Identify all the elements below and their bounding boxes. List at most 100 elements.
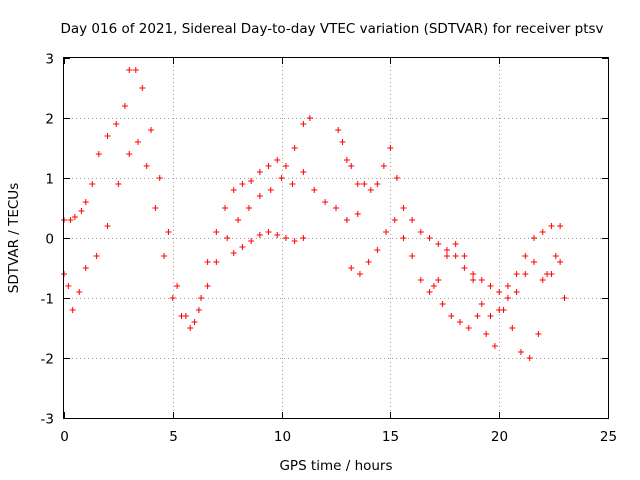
data-point <box>452 241 459 247</box>
data-point <box>343 217 350 223</box>
data-point <box>522 271 529 277</box>
data-point <box>230 187 237 193</box>
data-point <box>148 127 155 133</box>
data-point <box>213 259 220 265</box>
data-point <box>383 229 390 235</box>
y-tick-label: -1 <box>41 292 54 308</box>
data-point <box>496 289 503 295</box>
data-point <box>239 181 246 187</box>
data-point <box>222 205 229 211</box>
data-point <box>348 163 355 169</box>
data-point <box>161 253 168 259</box>
data-point <box>235 217 242 223</box>
data-point <box>354 211 361 217</box>
data-point <box>474 313 481 319</box>
x-tick-label: 10 <box>274 429 291 445</box>
data-point <box>104 133 111 139</box>
data-point <box>121 103 128 109</box>
data-point <box>300 235 307 241</box>
data-point <box>230 250 237 256</box>
y-tick-label: -2 <box>41 352 54 368</box>
data-point <box>552 253 559 259</box>
data-point <box>95 151 102 157</box>
x-tick-label: 20 <box>491 429 508 445</box>
data-point <box>82 265 89 271</box>
data-point <box>522 253 529 259</box>
data-point <box>248 238 255 244</box>
x-tick-label: 15 <box>382 429 399 445</box>
data-point <box>500 307 507 313</box>
data-point <box>361 181 368 187</box>
data-point <box>548 223 555 229</box>
data-layer <box>61 67 568 361</box>
data-point <box>289 181 296 187</box>
data-point <box>539 229 546 235</box>
data-point <box>470 277 477 283</box>
data-point <box>380 163 387 169</box>
data-point <box>169 295 176 301</box>
data-point <box>93 253 100 259</box>
data-point <box>198 295 205 301</box>
data-point <box>487 313 494 319</box>
data-point <box>267 187 274 193</box>
data-point <box>134 139 141 145</box>
data-point <box>391 217 398 223</box>
data-point <box>400 205 407 211</box>
data-point <box>513 289 520 295</box>
data-point <box>557 223 564 229</box>
data-point <box>104 223 111 229</box>
series-track-1 <box>61 67 313 325</box>
data-point <box>139 85 146 91</box>
grid-layer <box>64 58 608 418</box>
data-point <box>143 163 150 169</box>
data-point <box>457 319 464 325</box>
data-point <box>306 115 313 121</box>
data-point <box>78 208 85 214</box>
data-point <box>278 175 285 181</box>
data-point <box>291 238 298 244</box>
data-point <box>374 181 381 187</box>
data-point <box>265 163 272 169</box>
data-point <box>417 229 424 235</box>
x-tick-label: 5 <box>169 429 178 445</box>
data-point <box>356 271 363 277</box>
data-point <box>191 319 198 325</box>
data-point <box>67 217 74 223</box>
data-point <box>478 301 485 307</box>
data-point <box>339 139 346 145</box>
data-point <box>113 121 120 127</box>
x-tick-label: 0 <box>60 429 69 445</box>
series-track-2 <box>61 139 361 331</box>
data-point <box>435 241 442 247</box>
data-point <box>195 307 202 313</box>
series-track-4 <box>348 217 564 319</box>
data-point <box>354 181 361 187</box>
data-point <box>245 205 252 211</box>
data-point <box>256 193 263 199</box>
data-point <box>274 232 281 238</box>
data-point <box>509 325 516 331</box>
data-point <box>531 259 538 265</box>
data-point <box>152 205 159 211</box>
data-point <box>89 181 96 187</box>
data-point <box>504 295 511 301</box>
data-point <box>517 349 524 355</box>
series-track-3 <box>335 127 564 295</box>
data-point <box>174 283 181 289</box>
data-point <box>430 283 437 289</box>
data-point <box>204 283 211 289</box>
chart-title: Day 016 of 2021, Sidereal Day-to-day VTE… <box>60 21 603 37</box>
data-point <box>426 289 433 295</box>
data-point <box>443 253 450 259</box>
data-point <box>126 67 133 73</box>
data-point <box>348 265 355 271</box>
data-point <box>513 271 520 277</box>
data-point <box>504 283 511 289</box>
data-point <box>557 259 564 265</box>
data-point <box>291 145 298 151</box>
data-point <box>343 157 350 163</box>
plot-frame <box>63 57 609 419</box>
data-point <box>76 289 83 295</box>
data-point <box>535 331 542 337</box>
y-tick-label: 1 <box>45 172 54 188</box>
